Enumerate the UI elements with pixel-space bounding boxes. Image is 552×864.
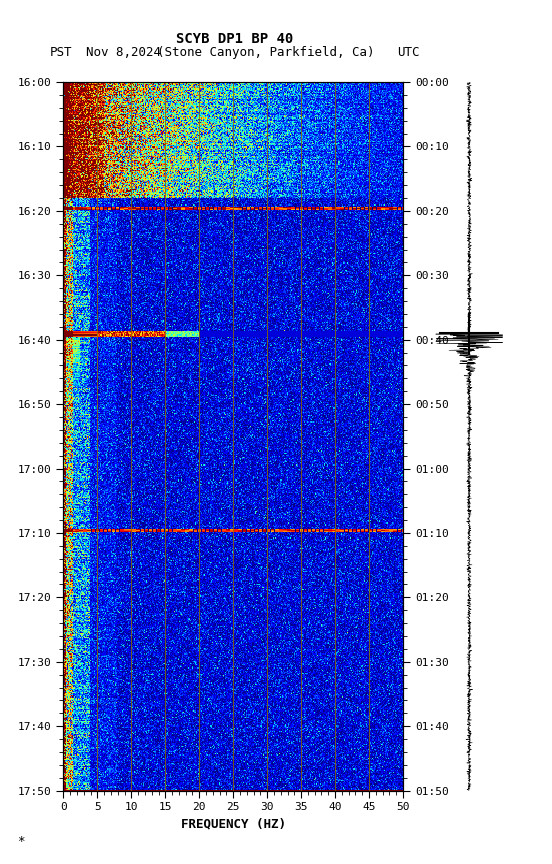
X-axis label: FREQUENCY (HZ): FREQUENCY (HZ)	[181, 818, 286, 831]
Text: Nov 8,2024: Nov 8,2024	[86, 46, 161, 59]
Text: *: *	[17, 835, 24, 848]
Text: SCYB DP1 BP 40: SCYB DP1 BP 40	[176, 32, 293, 46]
Text: (Stone Canyon, Parkfield, Ca): (Stone Canyon, Parkfield, Ca)	[157, 46, 375, 59]
Text: UTC: UTC	[397, 46, 420, 59]
Text: PST: PST	[50, 46, 72, 59]
